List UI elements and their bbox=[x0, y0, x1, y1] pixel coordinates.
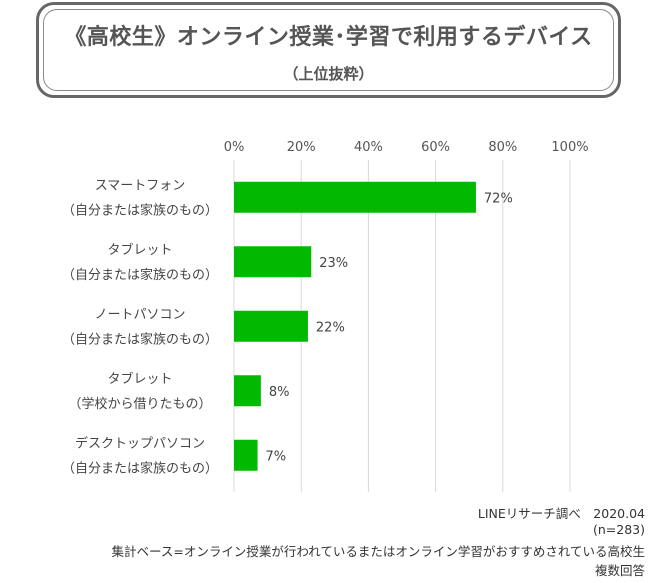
bar bbox=[234, 439, 258, 471]
bar bbox=[234, 375, 261, 407]
category-sublabel: （自分または家族のもの） bbox=[62, 460, 218, 476]
category-label: ノートパソコン bbox=[94, 307, 185, 322]
x-tick-label: 40% bbox=[354, 140, 383, 155]
category-label: タブレット bbox=[107, 371, 172, 387]
title-box: 《高校生》オンライン授業･学習で利用するデバイス （上位抜粋） bbox=[36, 2, 621, 98]
x-tick-label: 0% bbox=[224, 140, 245, 155]
source-note: LINEリサーチ調べ 2020.04 bbox=[477, 506, 645, 521]
category-sublabel: （自分または家族のもの） bbox=[62, 331, 218, 347]
data-label: 23% bbox=[319, 256, 348, 271]
answer-type-note: 複数回答 bbox=[594, 563, 645, 578]
category-label: デスクトップパソコン bbox=[75, 435, 205, 451]
bar-chart: 0% 20% 40% 60% 80% 100% 72% スマートフォン （自分または家族のもの）… bbox=[62, 140, 589, 492]
category-label: タブレット bbox=[107, 242, 172, 258]
category-sublabel: （自分または家族のもの） bbox=[62, 202, 218, 218]
chart-title: 《高校生》オンライン授業･学習で利用するデバイス bbox=[64, 25, 593, 50]
category-sublabel: （学校から借りたもの） bbox=[68, 396, 211, 412]
data-label: 8% bbox=[269, 385, 290, 400]
sample-size-note: (n=283) bbox=[592, 522, 645, 537]
data-label: 22% bbox=[316, 320, 345, 335]
x-tick-label: 80% bbox=[488, 140, 517, 155]
bar bbox=[234, 310, 308, 342]
bar bbox=[234, 246, 312, 278]
category-label: スマートフォン bbox=[95, 178, 186, 193]
x-tick-label: 100% bbox=[551, 140, 588, 155]
bar bbox=[234, 181, 476, 213]
x-tick-label: 60% bbox=[421, 140, 450, 155]
category-sublabel: （自分または家族のもの） bbox=[62, 267, 218, 283]
base-note: 集計ベース=オンライン授業が行われているまたはオンライン学習がおすすめされている… bbox=[111, 544, 645, 559]
data-label: 72% bbox=[484, 191, 513, 206]
chart-subtitle: （上位抜粋） bbox=[283, 65, 374, 83]
x-tick-label: 20% bbox=[287, 140, 316, 155]
data-label: 7% bbox=[266, 449, 287, 464]
